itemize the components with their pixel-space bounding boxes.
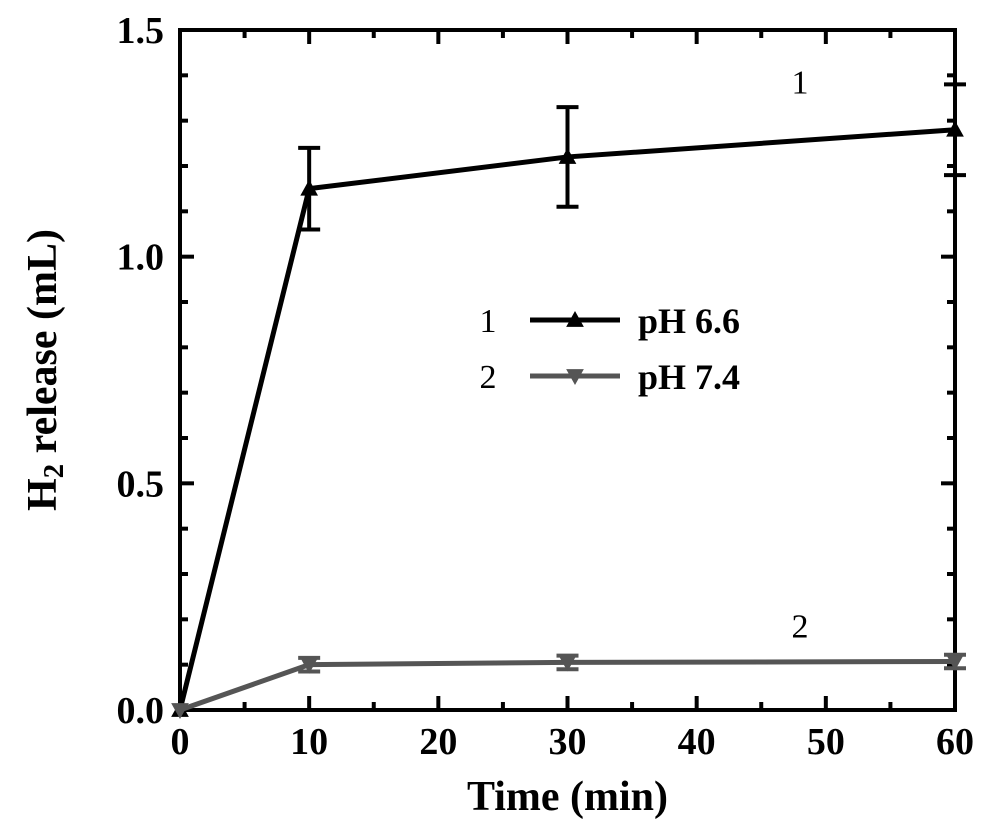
- chart-svg: 0 10 20 30 40 50 60 0.0 0.5 1.0 1.5 Time (min) H2 re…: [0, 0, 1000, 832]
- series-1-line: [180, 130, 955, 710]
- legend-label: pH 7.4: [638, 357, 740, 397]
- x-tick-label: 60: [936, 721, 974, 763]
- y-tick-label: 0.0: [117, 690, 165, 732]
- x-tick-label: 50: [807, 721, 845, 763]
- legend-number: 1: [480, 303, 497, 340]
- x-tick-label: 10: [290, 721, 328, 763]
- x-axis-label: Time (min): [467, 774, 668, 820]
- chart-container: 0 10 20 30 40 50 60 0.0 0.5 1.0 1.5 Time (min) H2 re…: [0, 0, 1000, 832]
- y-tick-label: 1.0: [117, 237, 165, 279]
- series-2-inline-label: 2: [792, 608, 809, 645]
- x-tick-label: 0: [171, 721, 190, 763]
- y-tick-label: 1.5: [117, 10, 165, 52]
- x-tick-label: 40: [678, 721, 716, 763]
- legend-label: pH 6.6: [638, 301, 740, 341]
- legend-number: 2: [480, 359, 497, 396]
- y-tick-label: 0.5: [117, 463, 165, 505]
- y-axis-label: H2 release (mL): [20, 229, 70, 511]
- x-tick-label: 20: [419, 721, 457, 763]
- x-tick-label: 30: [549, 721, 587, 763]
- series-1-inline-label: 1: [792, 64, 809, 101]
